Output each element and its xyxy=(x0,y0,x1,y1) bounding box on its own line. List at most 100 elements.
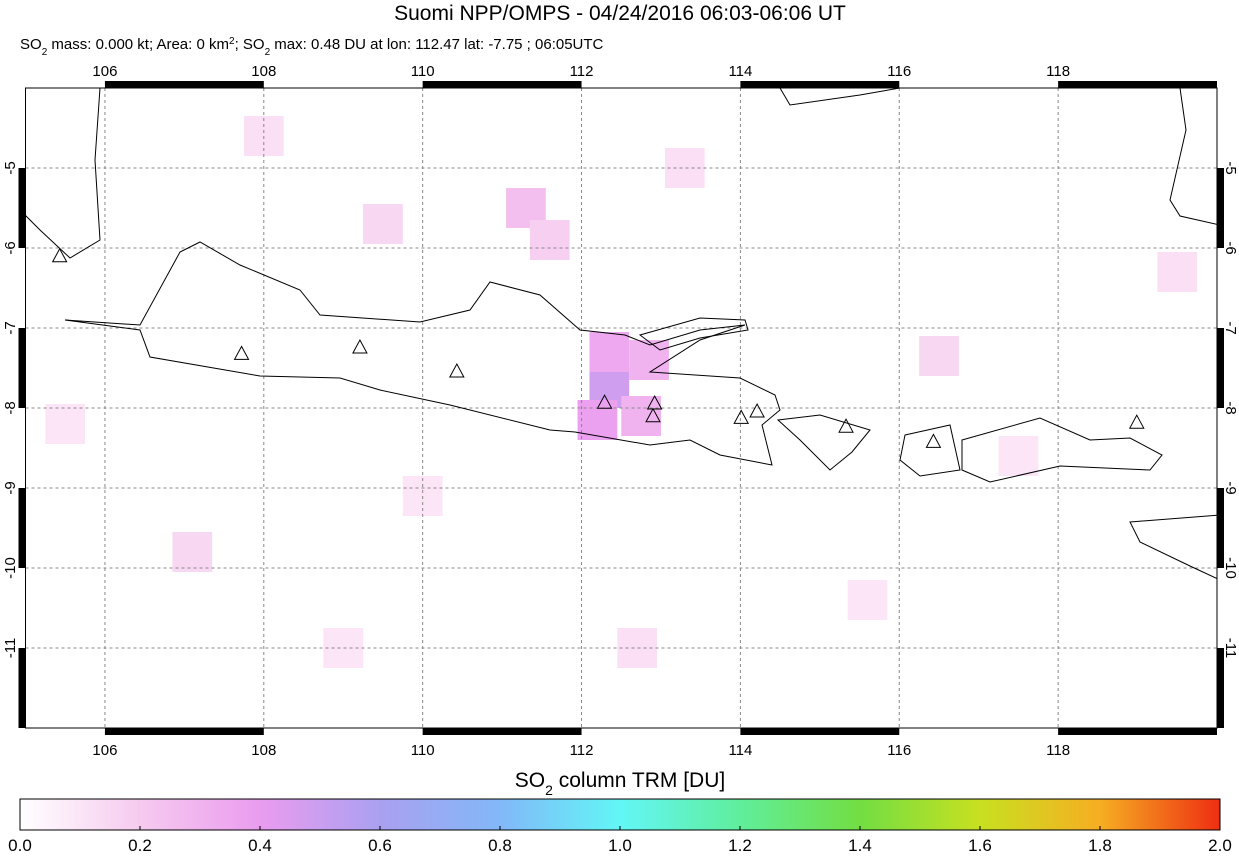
coastline xyxy=(961,417,1163,483)
y-tick-label: -6 xyxy=(2,241,19,254)
so2-cells xyxy=(45,116,1198,668)
frame-stripe xyxy=(1217,168,1224,248)
so2-cell xyxy=(172,532,213,572)
y-tick-label: -5 xyxy=(1222,161,1239,174)
x-tick-label: 116 xyxy=(887,63,911,80)
coastline xyxy=(1129,514,1217,580)
coastline xyxy=(776,414,871,471)
coastline xyxy=(638,317,749,351)
frame-stripe xyxy=(422,728,582,735)
y-tick-label: -6 xyxy=(1222,241,1239,254)
y-tick-label: -8 xyxy=(1222,401,1239,414)
subtitle-part: ; SO xyxy=(235,36,265,53)
y-tick-label: -7 xyxy=(2,321,19,334)
frame-stripe xyxy=(1217,328,1224,408)
colorbar-tick-label: 0.4 xyxy=(248,836,272,855)
frame-stripe xyxy=(1058,81,1217,88)
grid xyxy=(25,88,1217,728)
y-tick-label: -9 xyxy=(2,481,19,494)
colorbar-label-part: SO xyxy=(515,769,545,792)
colorbar-tick-label: 1.2 xyxy=(728,836,752,855)
frame-stripe xyxy=(422,81,582,88)
x-tick-label: 114 xyxy=(728,742,752,759)
volcano xyxy=(448,362,465,378)
y-tick-label: -8 xyxy=(2,401,19,414)
frame-stripe xyxy=(740,81,900,88)
colorbar-tick-label: 1.6 xyxy=(968,836,992,855)
x-tick-label: 114 xyxy=(728,63,752,80)
colorbar-tick-label: 2.0 xyxy=(1208,836,1232,855)
frame-stripe xyxy=(1217,488,1224,568)
subtitle-part: 2 xyxy=(229,36,235,47)
subtitle-part: 2 xyxy=(42,47,48,58)
volcano xyxy=(352,338,368,354)
frame-stripe xyxy=(18,648,26,728)
subtitle-part: max: 0.48 DU at lon: 112.47 lat: -7.75 ;… xyxy=(270,36,603,53)
frame-stripe xyxy=(18,168,26,248)
y-tick-label: -9 xyxy=(1222,481,1239,494)
volcanoes xyxy=(51,247,1145,448)
so2-cell xyxy=(589,332,630,372)
colorbar-label-part: 2 xyxy=(545,782,553,798)
y-tick-label: -11 xyxy=(2,638,19,659)
subtitle-part: mass: 0.000 kt; Area: 0 km xyxy=(47,36,229,53)
so2-cell xyxy=(919,336,959,376)
volcano xyxy=(925,433,942,448)
coastline xyxy=(899,424,961,477)
colorbar-tick-label: 0.0 xyxy=(8,836,32,855)
x-tick-label: 108 xyxy=(251,742,276,759)
y-tick-label: -7 xyxy=(1222,321,1239,334)
frame-stripe xyxy=(18,328,26,408)
frame-stripe xyxy=(104,728,264,735)
so2-cell xyxy=(998,436,1039,476)
y-tick-label: -5 xyxy=(2,161,19,174)
frame-stripe xyxy=(1217,648,1224,728)
y-tick-label: -10 xyxy=(2,557,19,579)
x-tick-label: 110 xyxy=(411,63,435,80)
coastline xyxy=(64,241,781,466)
colorbar-label-part: column TRM [DU] xyxy=(553,769,725,792)
subtitle-part: 2 xyxy=(265,47,271,58)
colorbar-tick-label: 1.0 xyxy=(608,836,632,855)
so2-cell xyxy=(45,404,86,444)
y-tick-label: -10 xyxy=(1222,557,1239,579)
x-tick-label: 112 xyxy=(570,63,594,80)
x-tick-label: 116 xyxy=(887,742,911,759)
colorbar-tick-label: 0.8 xyxy=(488,836,512,855)
coastline xyxy=(779,88,901,106)
frame-stripe xyxy=(104,81,264,88)
frame-stripe xyxy=(18,488,26,568)
frame-stripe xyxy=(740,728,900,735)
volcano xyxy=(1128,414,1145,429)
chart-title: Suomi NPP/OMPS - 04/24/2016 06:03-06:06 … xyxy=(394,2,846,25)
colorbar-label: SO2 column TRM [DU] xyxy=(515,769,725,798)
so2-cell xyxy=(629,340,669,380)
so2-cell xyxy=(847,580,888,620)
x-tick-label: 108 xyxy=(251,63,276,80)
so2-cell xyxy=(1157,252,1198,292)
so2-cell xyxy=(577,400,618,440)
so2-cell xyxy=(529,220,570,260)
volcano xyxy=(645,407,661,423)
colorbar xyxy=(19,798,1221,831)
coastline xyxy=(25,88,101,259)
x-tick-label: 106 xyxy=(92,63,117,80)
volcano xyxy=(733,409,750,424)
subtitle-part: SO xyxy=(20,36,42,53)
volcano xyxy=(51,247,68,263)
volcano xyxy=(596,394,613,409)
x-tick-label: 110 xyxy=(411,742,435,759)
coastline xyxy=(1169,88,1217,225)
colorbar-tick-label: 1.4 xyxy=(848,836,872,855)
volcano xyxy=(646,394,663,410)
volcano xyxy=(749,402,765,418)
so2-cell xyxy=(363,204,403,244)
frame-stripe xyxy=(1058,728,1217,735)
x-tick-label: 118 xyxy=(1046,742,1070,759)
x-tick-label: 106 xyxy=(92,742,117,759)
subtitle: SO2 mass: 0.000 kt; Area: 0 km2; SO2 max… xyxy=(20,36,604,58)
x-tick-label: 118 xyxy=(1046,63,1070,80)
volcano xyxy=(838,418,854,433)
x-tick-label: 112 xyxy=(570,742,594,759)
